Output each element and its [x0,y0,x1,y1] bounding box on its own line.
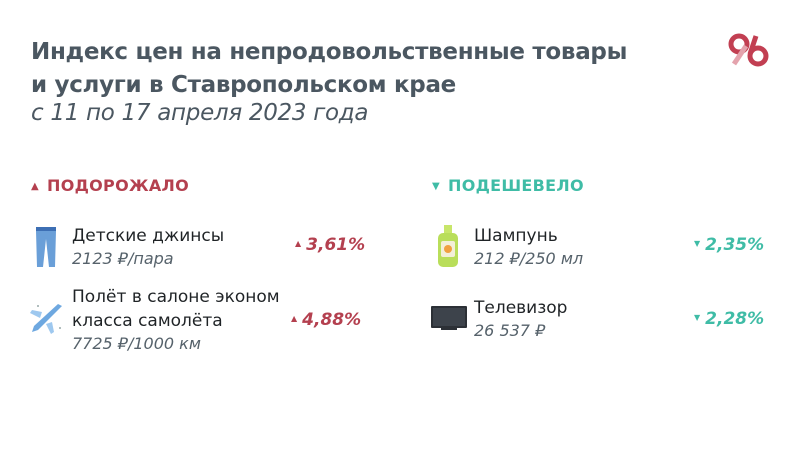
item-name-line-1: Полёт в салоне эконом [72,287,280,307]
item-name: Шампунь [474,226,558,246]
title-line-2: и услуги в Ставропольском крае [31,72,456,98]
list-item: Шампунь 212 ₽/250 мл [474,224,583,270]
price-increase-heading: ▲ ПОДОРОЖАЛО [31,176,189,195]
change-value: 2,28% [705,309,765,329]
triangle-up-icon: ▲ [295,239,302,248]
change-value: 3,61% [306,235,366,255]
price-decrease-heading: ▼ ПОДЕШЕВЕЛО [432,176,584,195]
triangle-down-icon: ▼ [432,181,440,192]
item-price: 26 537 ₽ [474,321,546,340]
list-item: Телевизор 26 537 ₽ [474,296,567,342]
change-value: 2,35% [705,235,765,255]
item-price: 2123 ₽/пара [72,249,174,268]
item-name-line-2: класса самолёта [72,311,223,331]
triangle-down-icon: ▼ [694,313,701,322]
tv-icon [431,306,467,330]
list-item: Детские джинсы 2123 ₽/пара [72,224,224,270]
subtitle: с 11 по 17 апреля 2023 года [31,100,369,126]
page-title: Индекс цен на непродовольственные товары… [31,36,627,102]
triangle-up-icon: ▲ [291,314,298,323]
item-price: 7725 ₽/1000 км [72,334,201,353]
item-name: Детские джинсы [72,226,225,246]
item-name: Телевизор [474,298,568,318]
logo-26 [728,33,769,67]
shampoo-icon [438,225,458,267]
jeans-icon [36,227,56,267]
change-badge: ▼ 2,28% [694,309,764,329]
triangle-up-icon: ▲ [31,181,39,192]
change-badge: ▼ 2,35% [694,235,764,255]
list-item: Полёт в салоне эконом класса самолёта 77… [72,285,280,355]
item-price: 212 ₽/250 мл [474,249,584,268]
heading-label: ПОДЕШЕВЕЛО [448,176,584,195]
title-line-1: Индекс цен на непродовольственные товары [31,39,628,65]
airplane-icon [30,304,62,334]
change-value: 4,88% [302,310,362,330]
change-badge: ▲ 3,61% [295,235,365,255]
heading-label: ПОДОРОЖАЛО [47,176,190,195]
triangle-down-icon: ▼ [694,239,701,248]
change-badge: ▲ 4,88% [291,310,361,330]
